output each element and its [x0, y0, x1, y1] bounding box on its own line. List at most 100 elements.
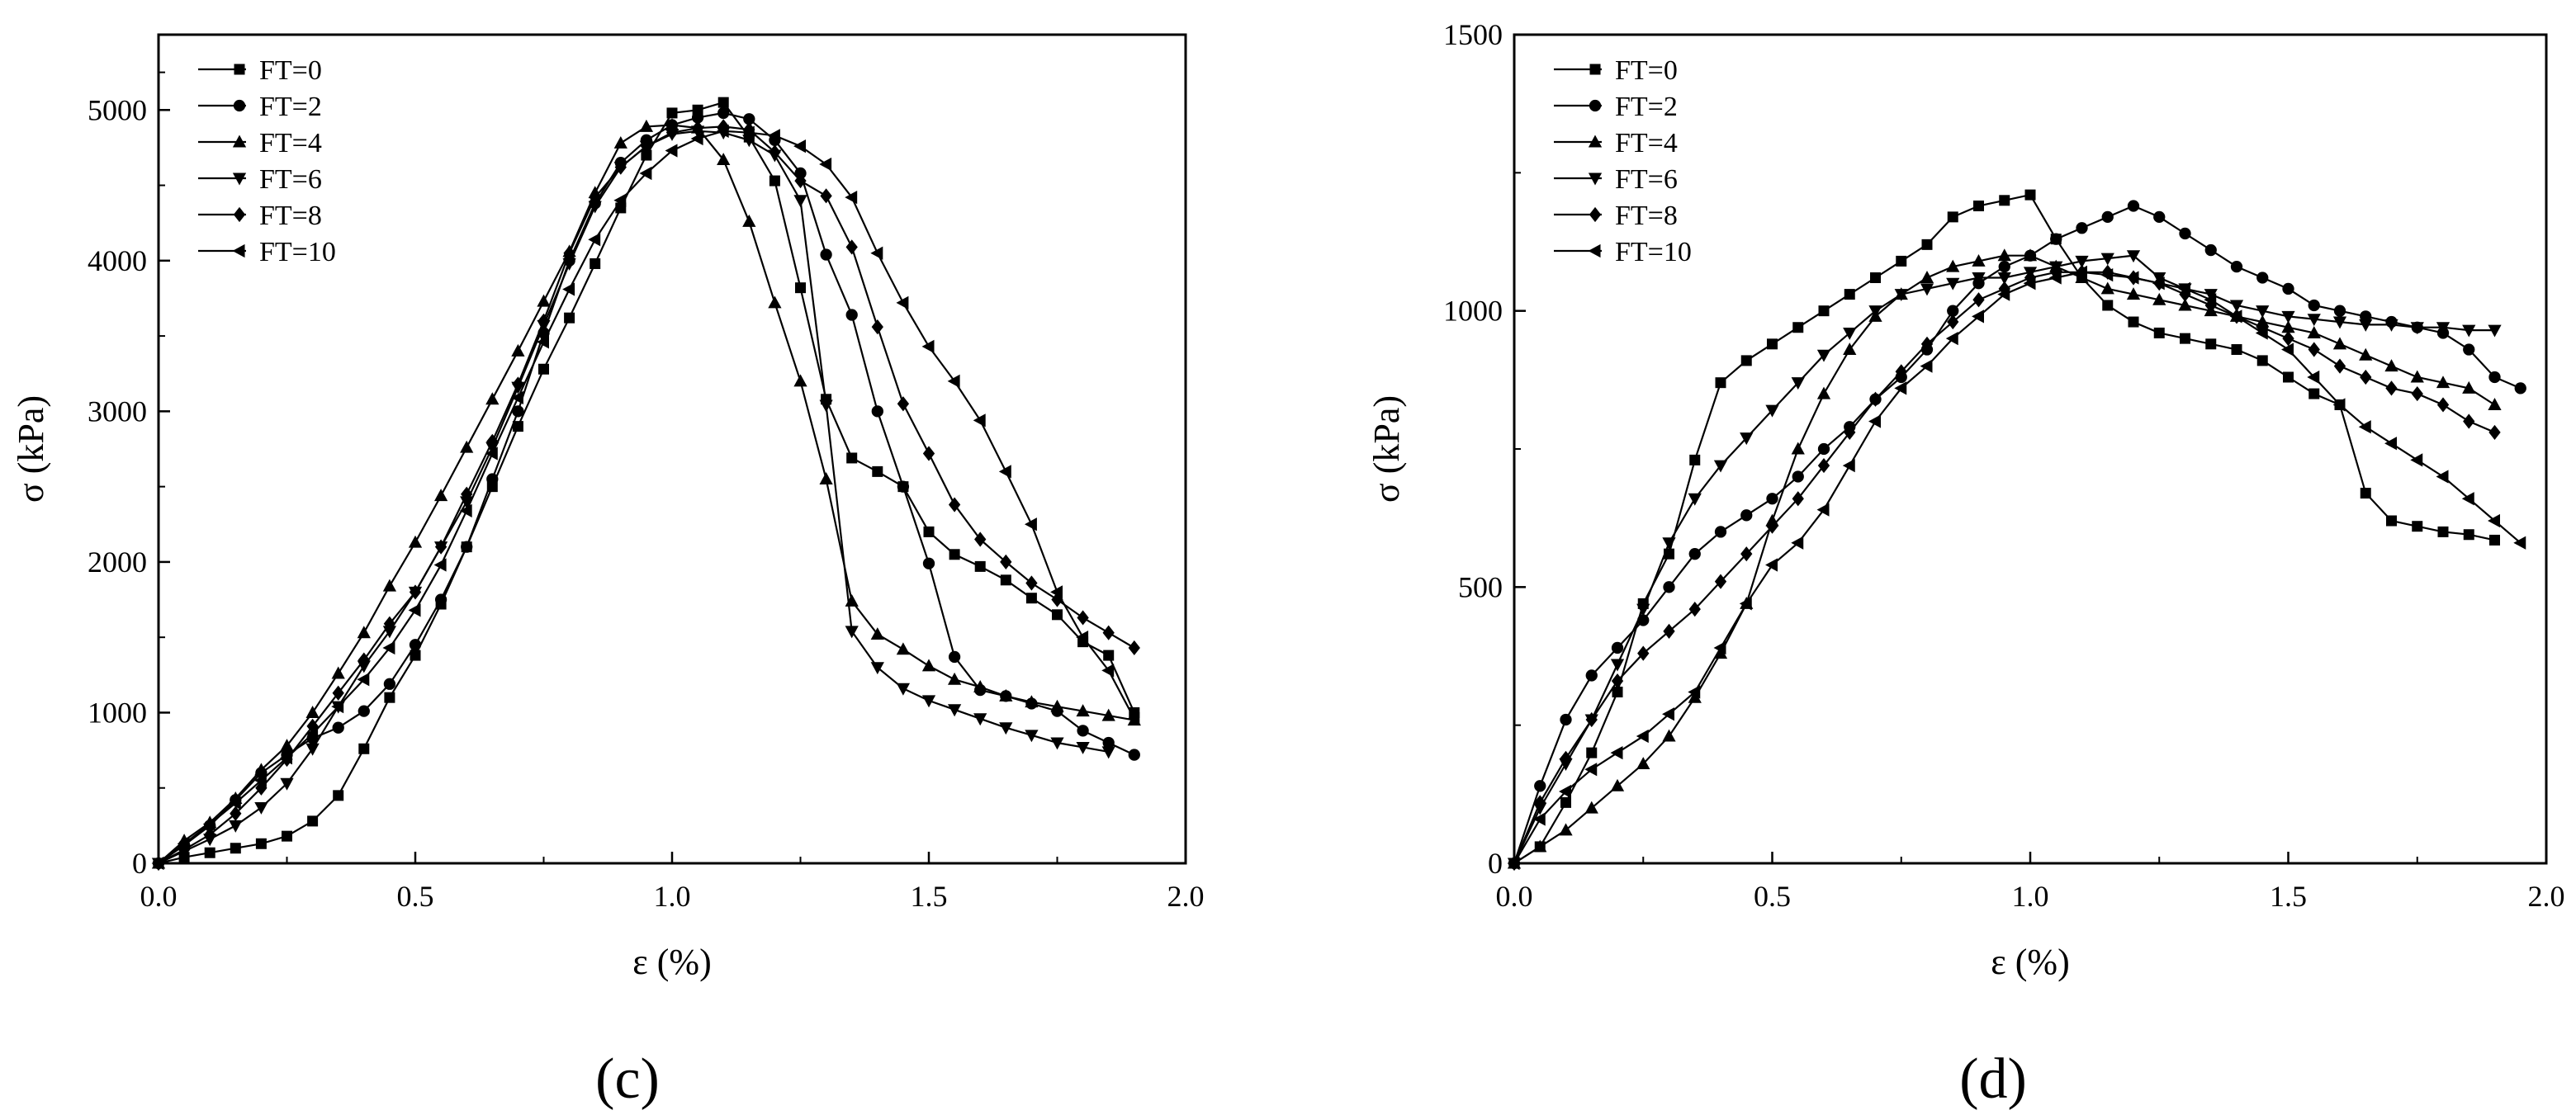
- panel-label-c: (c): [595, 1047, 660, 1111]
- data-point-c-0-2: [204, 847, 215, 858]
- data-point-c-5-12: [459, 503, 472, 517]
- data-point-c-2-35: [1050, 699, 1064, 712]
- data-point-c-4-17: [589, 190, 601, 206]
- axes-ticks-c: 0.0 0.5 1.0 1.5 2.0 0 1000 2000 3000 4000 5000: [88, 71, 1205, 913]
- data-point-d-3-12: [1816, 349, 1831, 362]
- x-tick-label-c-0: 0.0: [140, 880, 178, 913]
- data-point-d-2-6: [1662, 729, 1676, 742]
- data-point-c-4-12: [461, 486, 473, 502]
- data-point-d-3-18: [1972, 272, 1986, 285]
- data-point-c-0-20: [666, 107, 678, 119]
- data-point-d-0-2: [1560, 796, 1571, 808]
- data-point-d-5-15: [1894, 381, 1907, 395]
- data-point-d-2-17: [1946, 259, 1960, 272]
- data-point-d-5-7: [1688, 685, 1701, 699]
- data-point-d-3-9: [1740, 432, 1754, 446]
- legend-label-d-5: FT=10: [1615, 237, 1692, 267]
- data-point-d-4-37: [2463, 413, 2475, 429]
- x-tick-label-d-2: 1.0: [2012, 880, 2049, 913]
- data-point-d-4-31: [2308, 342, 2320, 357]
- data-point-c-5-6: [305, 726, 319, 741]
- data-point-d-3-35: [2410, 322, 2424, 335]
- data-point-c-4-31: [948, 497, 961, 513]
- data-point-c-1-9: [383, 678, 396, 690]
- data-point-d-4-35: [2411, 385, 2423, 402]
- data-point-d-3-23: [2100, 253, 2114, 266]
- data-point-d-5-11: [1791, 536, 1804, 550]
- y-tick-label-c-4: 4000: [88, 244, 147, 277]
- data-point-d-1-12: [1817, 442, 1830, 456]
- axes-ticks-d: 0.0 0.5 1.0 1.5 2.0 0 500 1000 1500: [1443, 18, 2565, 913]
- data-point-c-5-33: [998, 465, 1011, 479]
- data-point-d-2-13: [1843, 343, 1857, 356]
- data-point-d-4-21: [2050, 264, 2062, 280]
- data-point-c-1-27: [845, 309, 858, 321]
- data-point-d-3-32: [2332, 316, 2347, 329]
- data-point-d-2-20: [2023, 248, 2038, 262]
- data-point-d-0-11: [1792, 322, 1804, 333]
- data-point-d-5-30: [2281, 343, 2294, 357]
- data-point-d-5-24: [2126, 271, 2139, 285]
- data-point-d-3-38: [2488, 324, 2502, 338]
- data-point-d-2-34: [2384, 359, 2398, 372]
- data-point-d-5-3: [1584, 763, 1598, 777]
- data-point-c-0-34: [1025, 593, 1037, 604]
- data-point-d-0-4: [1612, 687, 1623, 698]
- data-point-d-0-25: [2153, 327, 2165, 338]
- data-point-c-4-19: [640, 138, 653, 154]
- data-point-c-3-25: [793, 195, 807, 208]
- data-point-d-2-25: [2152, 292, 2166, 305]
- legend-marker-c-4: [233, 206, 246, 223]
- data-point-d-1-2: [1560, 713, 1572, 726]
- data-point-d-0-36: [2437, 526, 2449, 537]
- data-point-d-3-11: [1791, 377, 1805, 390]
- data-point-d-4-20: [2024, 270, 2037, 286]
- data-point-d-1-27: [2204, 243, 2217, 257]
- data-point-d-0-23: [2102, 300, 2114, 311]
- legend-d: FT=0 FT=2 FT=4 FT=6 FT=8 FT=10: [1554, 55, 1692, 267]
- data-point-c-1-22: [717, 106, 730, 120]
- plot-lines-d: [1507, 189, 2526, 872]
- data-point-c-5-3: [228, 796, 241, 810]
- data-point-d-5-38: [2488, 513, 2500, 528]
- data-point-d-0-28: [2231, 344, 2242, 356]
- data-point-d-3-16: [1920, 283, 1934, 296]
- data-point-c-2-28: [870, 627, 884, 640]
- data-point-d-1-39: [2514, 382, 2526, 395]
- data-point-c-5-38: [1127, 711, 1140, 725]
- data-point-d-4-12: [1817, 457, 1830, 474]
- data-point-c-5-10: [408, 603, 421, 617]
- data-point-d-1-4: [1611, 641, 1624, 654]
- data-point-d-4-17: [1947, 314, 1959, 330]
- data-point-c-5-36: [1076, 631, 1089, 645]
- data-point-d-4-6: [1663, 623, 1675, 639]
- data-point-c-2-6: [305, 706, 320, 718]
- data-point-d-2-30: [2281, 320, 2295, 333]
- data-point-d-4-2: [1560, 750, 1572, 766]
- x-tick-label-c-4: 2.0: [1167, 880, 1205, 913]
- legend-label-d-3: FT=6: [1615, 164, 1678, 195]
- data-point-d-1-21: [2050, 233, 2062, 245]
- data-point-c-4-3: [230, 806, 242, 821]
- data-point-d-0-38: [2489, 534, 2500, 546]
- data-point-c-5-7: [331, 700, 344, 714]
- data-point-d-3-37: [2462, 324, 2476, 338]
- data-point-c-0-6: [307, 815, 319, 827]
- data-point-d-4-38: [2488, 424, 2501, 441]
- data-point-d-5-29: [2255, 326, 2268, 340]
- data-point-c-0-19: [641, 149, 652, 161]
- legend-label-c-5: FT=10: [259, 237, 336, 267]
- data-point-d-0-24: [2128, 316, 2139, 328]
- data-point-d-0-14: [1870, 272, 1881, 284]
- y-tick-label-c-1: 1000: [88, 696, 147, 729]
- data-point-d-2-5: [1636, 757, 1650, 770]
- data-point-c-4-36: [1077, 610, 1089, 626]
- x-tick-label-c-1: 0.5: [397, 880, 434, 913]
- data-point-d-1-28: [2230, 260, 2243, 273]
- data-point-d-1-32: [2333, 305, 2346, 317]
- data-point-c-1-13: [486, 473, 499, 485]
- data-point-d-5-21: [2048, 271, 2062, 285]
- data-point-c-5-22: [716, 124, 729, 138]
- data-point-d-5-22: [2075, 265, 2087, 279]
